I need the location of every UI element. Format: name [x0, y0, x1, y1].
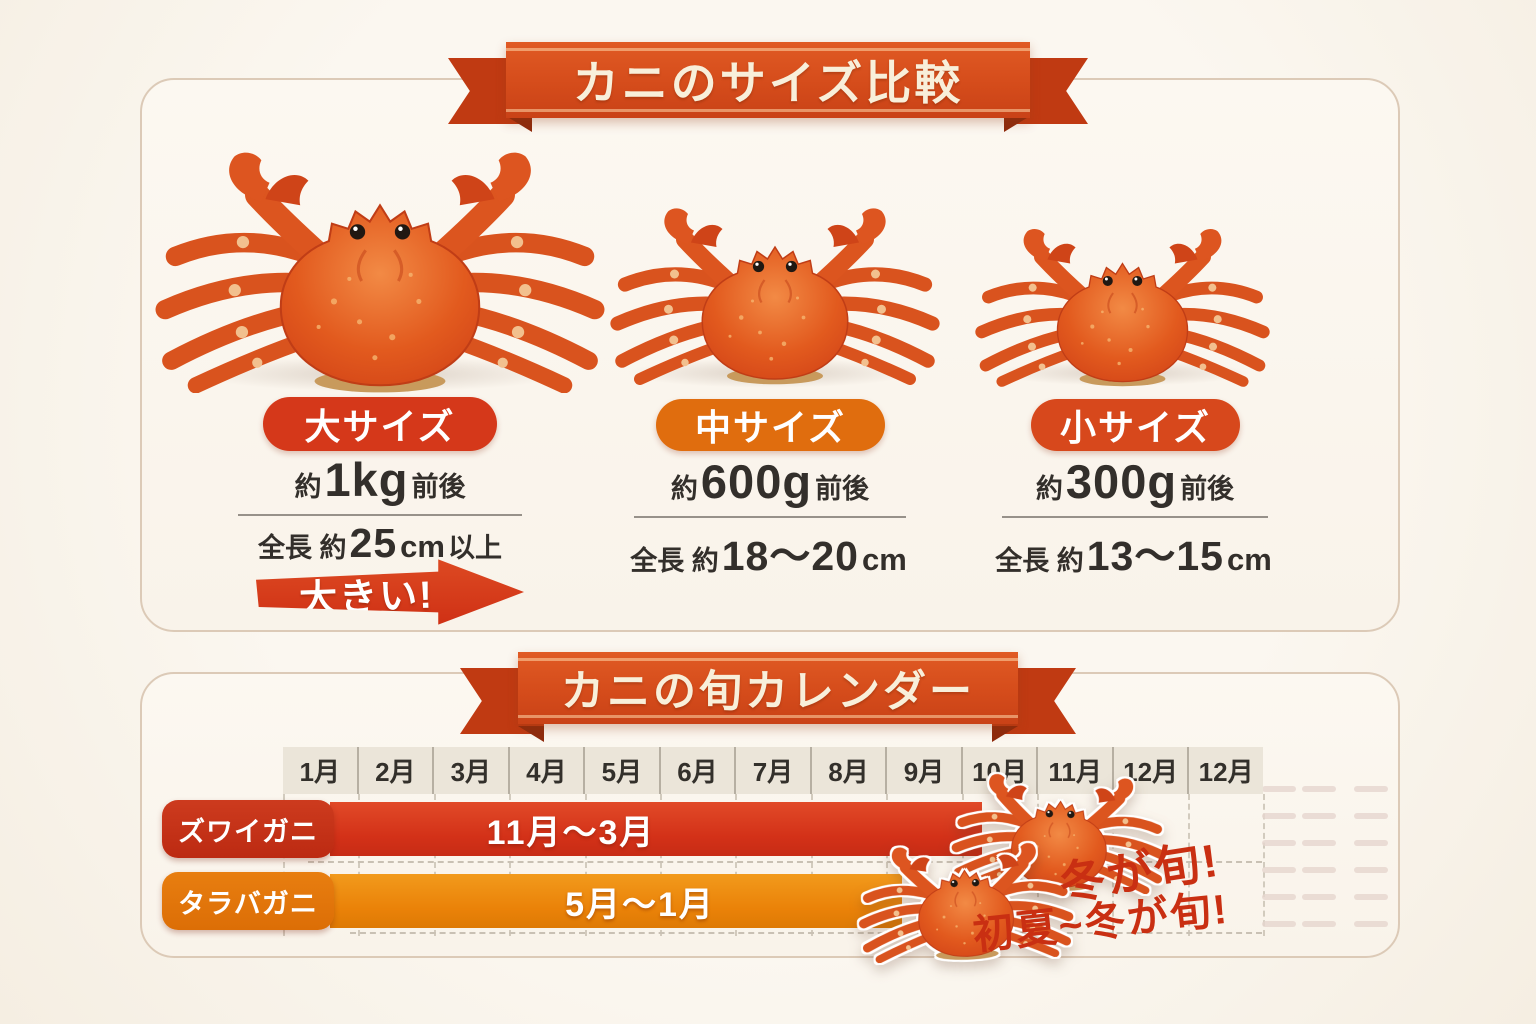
- season-title-ribbon: カニの旬カレンダー: [460, 652, 1076, 742]
- month-cell: 5月: [583, 747, 659, 794]
- grid-line: [1188, 794, 1190, 936]
- month-cell: 11月: [1036, 747, 1112, 794]
- grid-line: [1263, 794, 1265, 936]
- row-label-tarabagani: タラバガニ: [162, 872, 334, 930]
- weight-line-large: 約 1kg 前後: [294, 453, 466, 506]
- size-title-ribbon: カニのサイズ比較: [448, 42, 1088, 132]
- decor-dashes: [1262, 786, 1390, 927]
- row-label-zuwaigani: ズワイガニ: [162, 800, 334, 858]
- divider-large: [238, 514, 522, 516]
- grid-line: [509, 794, 511, 936]
- divider-small: [1002, 516, 1268, 518]
- season-section-title: カニの旬カレンダー: [561, 668, 975, 716]
- size-badge-medium: 中サイズ: [656, 399, 885, 451]
- grid-line: [886, 794, 888, 936]
- grid-line: [811, 794, 813, 936]
- grid-line: [962, 794, 964, 936]
- ribbon-band: カニの旬カレンダー: [518, 652, 1018, 724]
- month-cell: 4月: [507, 747, 584, 794]
- ribbon-band: カニのサイズ比較: [506, 42, 1030, 118]
- month-cell: 12月: [1187, 747, 1263, 794]
- size-badge-large: 大サイズ: [263, 397, 497, 451]
- grid-line: [585, 794, 587, 936]
- crab-illustration-small: [975, 226, 1270, 387]
- weight-line-small: 約 300g 前後: [1035, 455, 1235, 508]
- weight-line-medium: 約 600g 前後: [670, 455, 870, 508]
- month-cell: 9月: [885, 747, 961, 794]
- month-cell: 6月: [658, 747, 735, 794]
- month-cell: 7月: [734, 747, 810, 794]
- month-cell: 2月: [356, 747, 433, 794]
- grid-line: [350, 932, 1262, 934]
- season-bar-tarabagani: 5月〜1月: [330, 874, 902, 928]
- month-cell: 3月: [432, 747, 508, 794]
- length-line-small: 全長 約 13〜15 cm: [995, 533, 1272, 579]
- crab-illustration-large: [155, 148, 605, 393]
- crab-illustration-medium: [610, 205, 940, 385]
- size-badge-small: 小サイズ: [1031, 399, 1240, 451]
- season-range-zuwaigani: 11月〜3月: [486, 813, 656, 852]
- size-section-title: カニのサイズ比較: [572, 57, 964, 109]
- grid-line: [434, 794, 436, 936]
- grid-line: [735, 794, 737, 936]
- grid-line: [660, 794, 662, 936]
- season-bar-zuwaigani: 11月〜3月: [330, 802, 982, 856]
- grid-line: [283, 794, 285, 936]
- grid-line: [308, 861, 1262, 863]
- month-cell: 1月: [283, 747, 357, 794]
- month-cell: 8月: [809, 747, 886, 794]
- length-line-medium: 全長 約 18〜20 cm: [630, 533, 907, 579]
- month-header-row: 1月 2月 3月 4月 5月 6月 7月 8月 9月 10月 11月 12月 1…: [283, 747, 1263, 794]
- divider-medium: [634, 516, 906, 518]
- season-range-tarabagani: 5月〜1月: [565, 885, 715, 924]
- grid-line: [1112, 794, 1114, 936]
- length-line-large: 全長 約 25 cm 以上: [258, 520, 502, 566]
- grid-line: [358, 794, 360, 936]
